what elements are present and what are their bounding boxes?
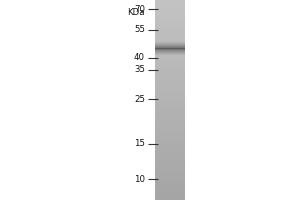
Text: 25: 25 [134, 95, 145, 104]
Text: 70: 70 [134, 4, 145, 14]
Text: KDa: KDa [128, 8, 145, 17]
Text: 15: 15 [134, 140, 145, 148]
Text: 40: 40 [134, 53, 145, 62]
Text: 35: 35 [134, 66, 145, 74]
Text: 10: 10 [134, 174, 145, 184]
Text: 55: 55 [134, 25, 145, 34]
